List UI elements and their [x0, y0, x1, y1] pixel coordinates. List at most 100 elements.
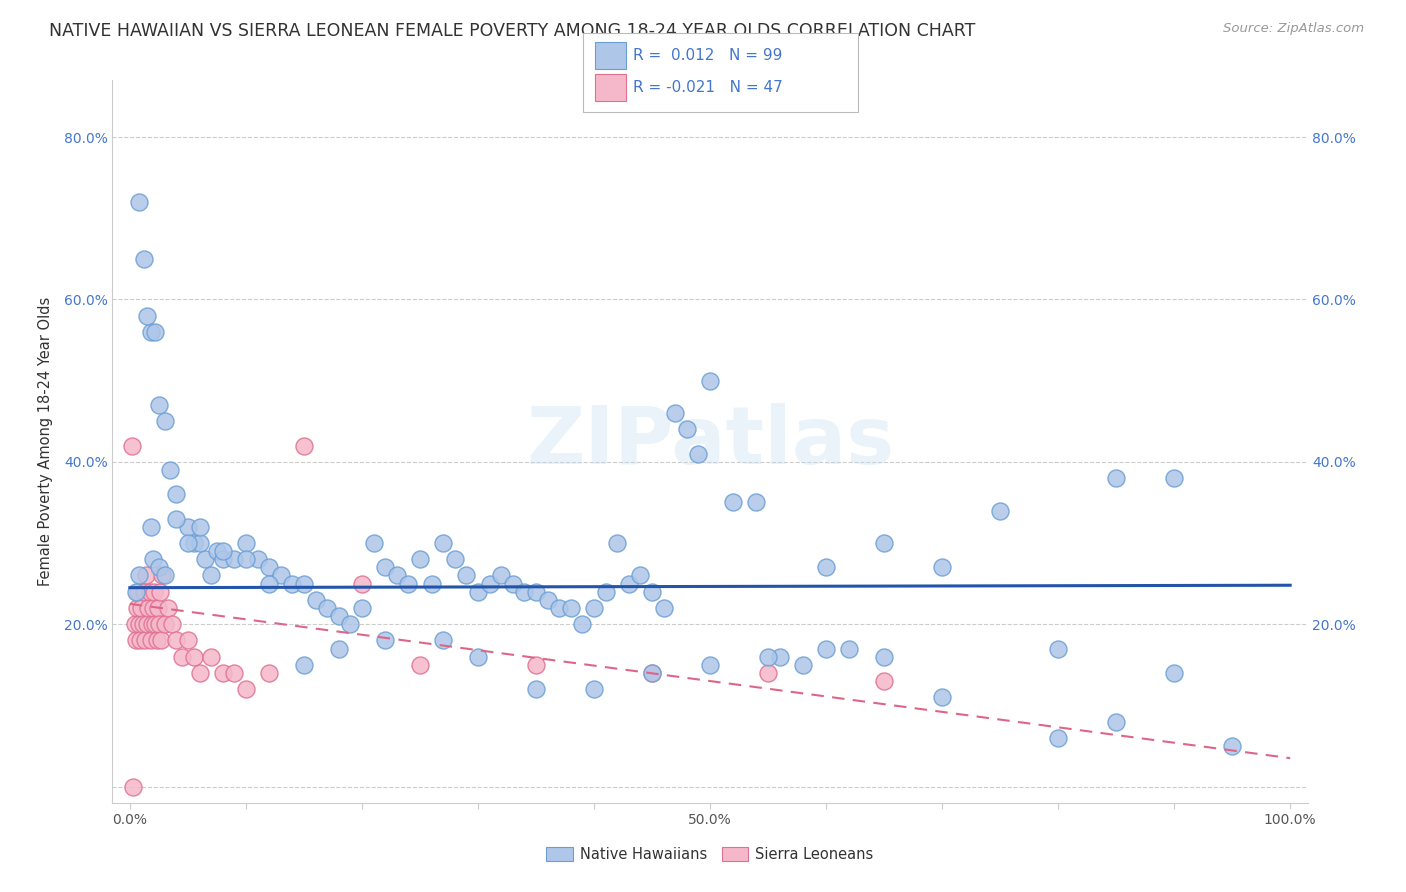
Point [150, 568, 173, 582]
Point [235, 536, 257, 550]
Point [125, 601, 148, 615]
Point [149, 584, 172, 599]
Point [188, 520, 211, 534]
Point [145, 325, 167, 339]
Point [146, 601, 169, 615]
Point [159, 463, 181, 477]
Point [432, 536, 454, 550]
Point [756, 649, 779, 664]
Point [409, 552, 432, 566]
Point [188, 536, 211, 550]
Point [328, 609, 350, 624]
Point [131, 617, 153, 632]
Legend: Native Hawaiians, Sierra Leoneans: Native Hawaiians, Sierra Leoneans [541, 841, 879, 868]
Point [292, 439, 315, 453]
Point [548, 601, 571, 615]
Point [139, 325, 162, 339]
Point [153, 617, 176, 632]
Point [270, 568, 292, 582]
Point [536, 592, 558, 607]
Point [931, 690, 953, 705]
Point [150, 633, 173, 648]
Point [699, 374, 721, 388]
Point [153, 414, 176, 428]
Point [467, 649, 489, 664]
Point [815, 641, 838, 656]
Point [582, 682, 605, 697]
Point [145, 633, 167, 648]
Point [524, 584, 547, 599]
Point [745, 495, 768, 509]
Point [1220, 739, 1243, 753]
Point [172, 649, 194, 664]
Point [257, 560, 280, 574]
Point [124, 617, 146, 632]
Point [125, 633, 148, 648]
Point [1105, 714, 1128, 729]
Text: ZIPatlas: ZIPatlas [526, 402, 894, 481]
Point [235, 682, 257, 697]
Point [571, 617, 593, 632]
Point [1105, 471, 1128, 485]
Point [339, 617, 361, 632]
Point [617, 576, 640, 591]
Y-axis label: Female Poverty Among 18-24 Year Olds: Female Poverty Among 18-24 Year Olds [38, 297, 52, 586]
Point [235, 552, 257, 566]
Point [432, 633, 454, 648]
Point [246, 552, 269, 566]
Point [142, 552, 165, 566]
Point [138, 601, 160, 615]
Point [142, 601, 165, 615]
Point [350, 601, 373, 615]
Text: R = -0.021   N = 47: R = -0.021 N = 47 [633, 80, 783, 95]
Point [873, 649, 896, 664]
Point [165, 633, 187, 648]
Point [139, 520, 162, 534]
Point [769, 649, 792, 664]
Point [211, 552, 233, 566]
Point [128, 195, 150, 210]
Point [456, 568, 478, 582]
Text: Source: ZipAtlas.com: Source: ZipAtlas.com [1223, 22, 1364, 36]
Point [316, 601, 339, 615]
Point [224, 665, 246, 680]
Point [257, 665, 280, 680]
Point [838, 641, 860, 656]
Point [125, 584, 148, 599]
Point [138, 584, 160, 599]
Point [524, 682, 547, 697]
Point [374, 633, 396, 648]
Point [606, 536, 628, 550]
Point [183, 536, 205, 550]
Point [211, 544, 233, 558]
Point [363, 536, 385, 550]
Point [127, 584, 149, 599]
Point [443, 552, 465, 566]
Point [1047, 731, 1070, 745]
Point [350, 576, 373, 591]
Point [224, 552, 246, 566]
Point [664, 406, 686, 420]
Point [148, 617, 170, 632]
Point [131, 601, 153, 615]
Point [582, 601, 605, 615]
Point [121, 439, 143, 453]
Point [200, 649, 222, 664]
Point [513, 584, 536, 599]
Point [675, 422, 697, 436]
Point [135, 568, 157, 582]
Point [595, 584, 617, 599]
Point [165, 511, 187, 525]
Point [292, 576, 315, 591]
Point [148, 560, 170, 574]
Point [988, 503, 1011, 517]
Point [194, 552, 217, 566]
Point [1163, 665, 1185, 680]
Point [420, 576, 443, 591]
Point [641, 665, 664, 680]
Point [467, 584, 489, 599]
Point [148, 398, 170, 412]
Point [304, 592, 326, 607]
Point [628, 568, 651, 582]
Point [134, 633, 156, 648]
